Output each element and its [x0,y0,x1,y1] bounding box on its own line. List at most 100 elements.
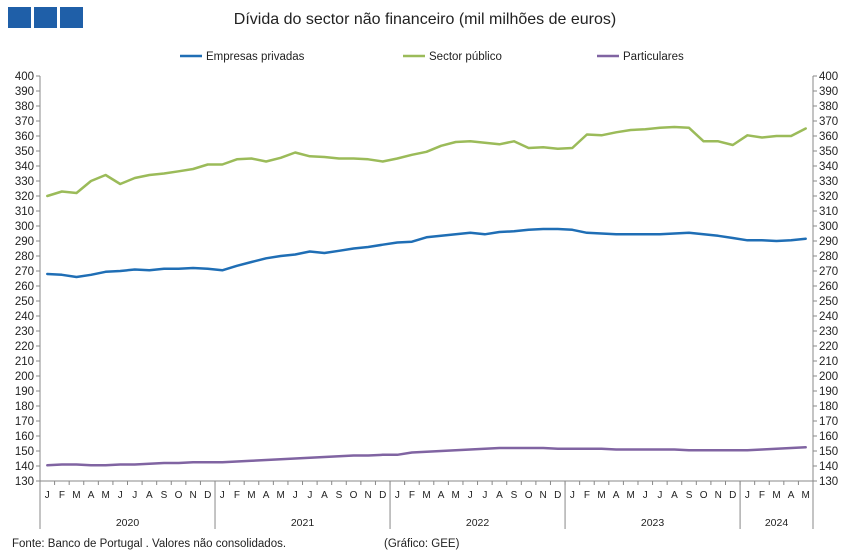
y-tick-label-right: 320 [819,191,838,203]
month-label: J [307,490,312,501]
series-line-sector-p-blico [46,125,807,198]
month-label: J [118,490,123,501]
y-tick-label-right: 270 [819,266,838,278]
month-label: O [350,490,358,501]
y-tick-label-right: 200 [819,371,838,383]
y-tick-label-right: 170 [819,416,838,428]
month-label: D [554,490,561,501]
y-tick-label-left: 390 [15,86,34,98]
y-tick-label-right: 160 [819,431,838,443]
month-label: F [409,490,415,501]
logo-square [34,7,57,28]
series-line-particulares [46,446,807,467]
month-label: S [511,490,518,501]
y-tick-label-right: 300 [819,221,838,233]
y-tick-label-left: 180 [15,401,34,413]
month-label: J [395,490,400,501]
y-tick-label-right: 130 [819,476,838,488]
y-tick-label-left: 270 [15,266,34,278]
month-label: J [132,490,137,501]
month-label: A [496,490,503,501]
y-tick-label-right: 210 [819,356,838,368]
y-tick-label-right: 340 [819,161,838,173]
y-tick-label-right: 310 [819,206,838,218]
y-tick-label-left: 330 [15,176,34,188]
month-label: S [161,490,168,501]
month-label: O [700,490,708,501]
y-tick-label-right: 370 [819,116,838,128]
month-label: D [729,490,736,501]
y-tick-label-left: 160 [15,431,34,443]
y-tick-label-left: 340 [15,161,34,173]
y-tick-label-right: 140 [819,461,838,473]
y-tick-label-left: 130 [15,476,34,488]
month-label: A [613,490,620,501]
month-label: J [482,490,487,501]
y-tick-label-right: 360 [819,131,838,143]
y-tick-label-left: 150 [15,446,34,458]
year-label: 2020 [116,517,140,529]
chart-credit: (Gráfico: GEE) [384,538,460,550]
month-label: M [772,490,780,501]
y-tick-label-left: 200 [15,371,34,383]
month-label: M [72,490,80,501]
y-tick-label-left: 220 [15,341,34,353]
y-tick-label-right: 250 [819,296,838,308]
month-label: A [671,490,678,501]
month-label: J [45,490,50,501]
source-note: Fonte: Banco de Portugal . Valores não c… [12,538,287,550]
month-label: J [745,490,750,501]
month-label: N [715,490,722,501]
y-tick-label-right: 260 [819,281,838,293]
month-label: M [451,490,459,501]
year-label: 2024 [765,517,789,529]
y-tick-label-left: 310 [15,206,34,218]
month-label: A [88,490,95,501]
legend-label: Sector público [429,51,502,63]
y-tick-label-left: 300 [15,221,34,233]
y-tick-label-left: 240 [15,311,34,323]
month-label: F [234,490,240,501]
month-label: S [336,490,343,501]
y-tick-label-right: 350 [819,146,838,158]
series-line-empresas-privadas [46,227,807,279]
y-tick-label-right: 390 [819,86,838,98]
month-label: A [438,490,445,501]
y-tick-label-left: 210 [15,356,34,368]
legend-label: Empresas privadas [206,51,305,63]
logo-square [8,7,31,28]
y-tick-label-right: 180 [819,401,838,413]
month-label: A [263,490,270,501]
y-tick-label-right: 330 [819,176,838,188]
month-label: O [175,490,183,501]
logo-square [60,7,83,28]
y-tick-label-left: 230 [15,326,34,338]
y-tick-label-left: 360 [15,131,34,143]
month-label: A [788,490,795,501]
month-label: N [540,490,547,501]
month-label: F [59,490,65,501]
month-label: A [321,490,328,501]
month-label: S [686,490,693,501]
month-label: J [220,490,225,501]
month-label: M [101,490,109,501]
month-label: M [802,490,810,501]
y-tick-label-right: 400 [819,71,838,83]
y-tick-label-left: 290 [15,236,34,248]
month-label: M [627,490,635,501]
y-tick-label-left: 170 [15,416,34,428]
month-label: J [468,490,473,501]
y-tick-label-left: 250 [15,296,34,308]
y-tick-label-right: 230 [819,326,838,338]
month-label: F [759,490,765,501]
y-tick-label-right: 290 [819,236,838,248]
month-label: A [146,490,153,501]
y-tick-label-left: 370 [15,116,34,128]
legend-label: Particulares [623,51,684,63]
year-label: 2021 [291,517,315,529]
month-label: D [379,490,386,501]
y-tick-label-right: 240 [819,311,838,323]
y-tick-label-right: 190 [819,386,838,398]
month-label: J [657,490,662,501]
